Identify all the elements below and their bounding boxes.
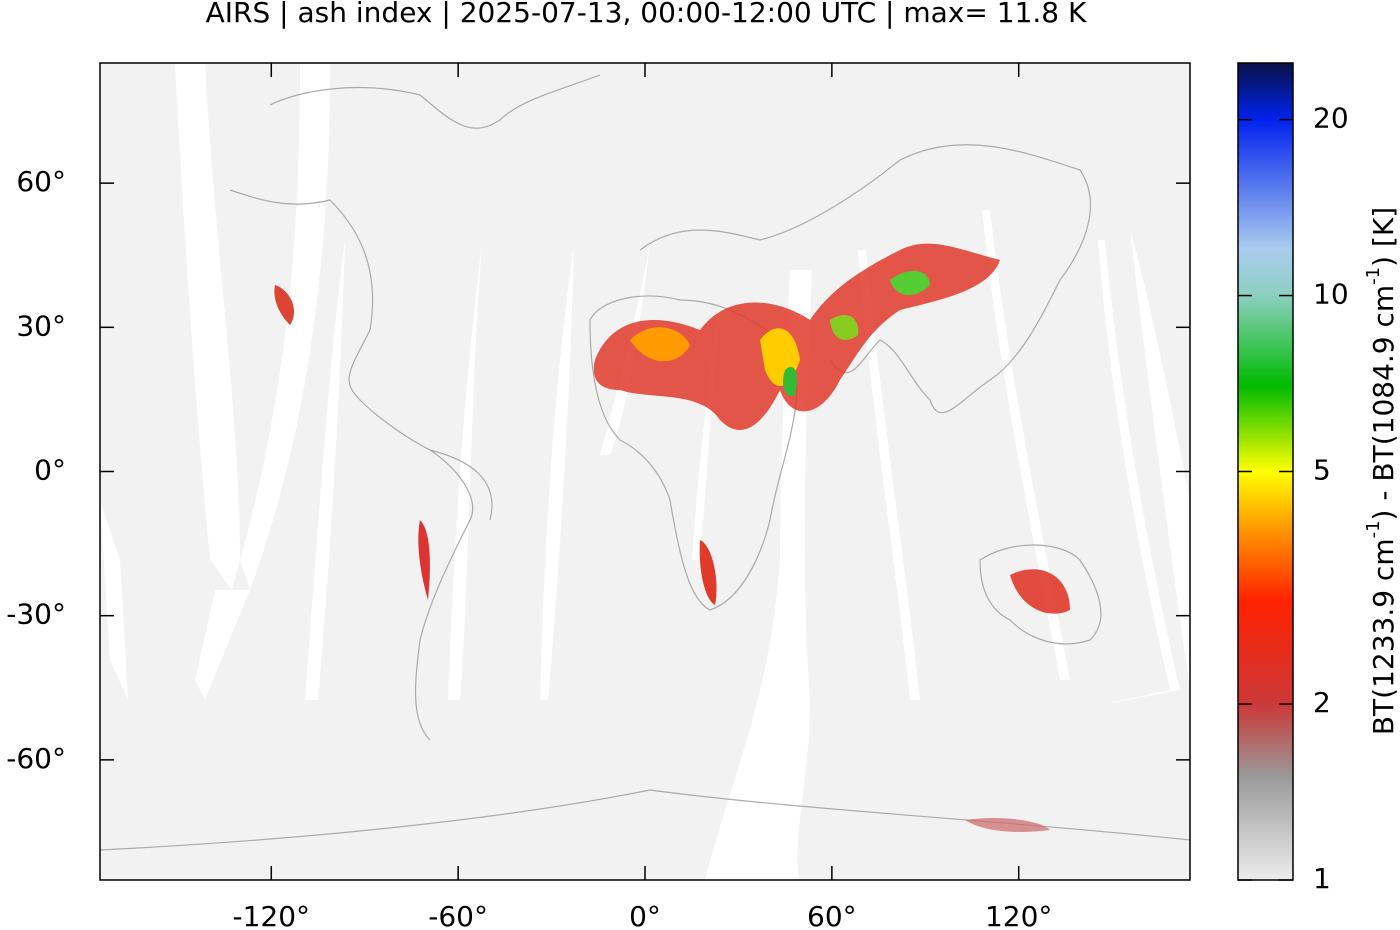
colorbar-label-part: BT(1233.9 cm [1367, 538, 1400, 735]
ash-signal [274, 243, 1070, 832]
map-title: AIRS | ash index | 2025-07-13, 00:00-12:… [206, 0, 1087, 29]
colorbar-label-sup: -1 [1363, 520, 1384, 538]
colorbar-label-sup: -1 [1363, 267, 1384, 285]
x-tick-label: 120° [985, 900, 1052, 930]
colorbar-label: BT(1233.9 cm-1) - BT(1084.9 cm-1) [K] [1363, 207, 1400, 735]
map-area [100, 63, 1190, 880]
colorbar-tick-label: 10 [1313, 278, 1349, 311]
colorbar-tick-label: 20 [1313, 102, 1349, 135]
y-tick-label: 0° [34, 454, 66, 487]
colorbar-label-part: ) [K] [1367, 207, 1400, 267]
colorbar-label-part: ) - BT(1084.9 cm [1367, 285, 1400, 521]
y-tick-label: -30° [6, 598, 66, 631]
colorbar-tick-label: 5 [1313, 454, 1331, 487]
colorbar-tick-label: 1 [1313, 862, 1331, 895]
orbit-gaps [100, 63, 1190, 880]
colorbar-tick-label: 2 [1313, 686, 1331, 719]
x-tick-label: 60° [807, 900, 857, 930]
y-tick-label: -60° [6, 742, 66, 775]
x-tick-label: -60° [428, 900, 488, 930]
axes: -120° -60° 0° 60° 120° 60° 30° 0° -30° -60° [6, 63, 1190, 930]
x-tick-label: -120° [233, 900, 311, 930]
x-tick-label: 0° [629, 900, 661, 930]
y-tick-label: 60° [16, 165, 66, 198]
y-tick-label: 30° [16, 309, 66, 342]
